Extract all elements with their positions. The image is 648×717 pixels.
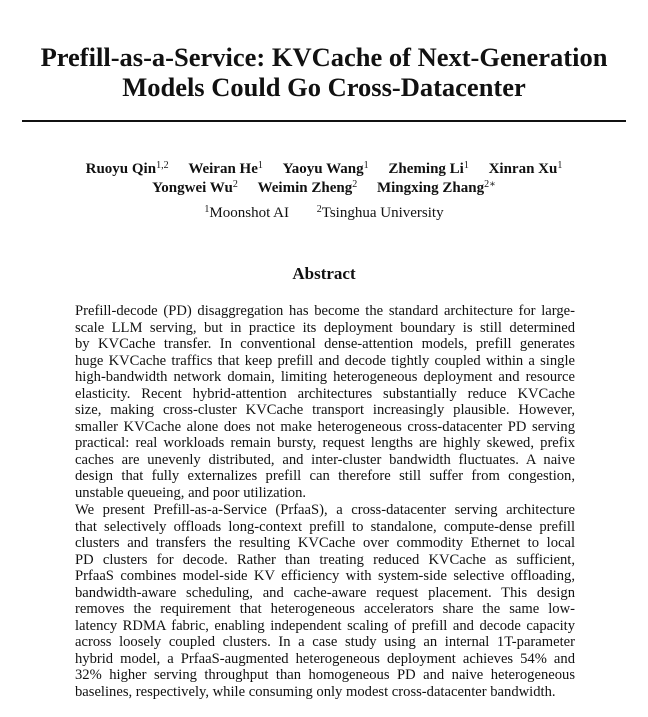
paper-title: Prefill-as-a-Service: KVCache of Next-Ge…: [0, 42, 648, 102]
text-line: removes the requirement that heterogeneo…: [75, 601, 575, 617]
text-line: Prefill-decode (PD) disaggregation has b…: [75, 303, 575, 319]
text-line: 32% higher serving throughput than homog…: [75, 667, 575, 683]
author: Yaoyu Wang1: [282, 160, 369, 178]
text-line: bandwidth-aware scheduling, and cache-aw…: [75, 584, 575, 601]
text-line: huge KVCache traffics that keep prefill …: [75, 352, 575, 369]
author: Zheming Li1: [388, 160, 469, 178]
text-line: PD clusters for decode. Rather than trea…: [75, 551, 575, 568]
title-line-1: Prefill-as-a-Service: KVCache of Next-Ge…: [40, 42, 608, 72]
abstract-heading: Abstract: [292, 264, 356, 283]
text-line: clusters and transfers the resulting KVC…: [75, 535, 575, 551]
author: Xinran Xu1: [488, 160, 563, 178]
text-line: high-bandwidth network domain, limiting …: [75, 369, 575, 385]
affiliation: 1Moonshot AI: [204, 204, 289, 222]
text-line: unstable queueing, and poor utilization.: [75, 484, 307, 501]
affiliation: 2Tsinghua University: [316, 204, 444, 222]
text-line: that selectively offloads long-context p…: [75, 518, 575, 535]
text-line: size, making cross-cluster KVCache trans…: [75, 402, 575, 418]
author: Weiran He1: [188, 160, 263, 178]
text-line: across loosely coupled clusters. In a ca…: [75, 634, 575, 650]
text-line: baselines, respectively, while consuming…: [75, 683, 556, 700]
text-line: caches are unevenly distributed, and int…: [75, 451, 575, 468]
text-line: We present Prefill-as-a-Service (PrfaaS)…: [75, 502, 575, 518]
author: Yongwei Wu2: [152, 179, 238, 197]
abstract-paragraph-1: Prefill-decode (PD) disaggregation has b…: [75, 303, 575, 501]
author-row-2: Yongwei Wu2 Weimin Zheng2 Mingxing Zhang…: [0, 179, 648, 198]
text-line: smaller KVCache alone does not make hete…: [75, 418, 575, 435]
text-line: design that fully externalizes prefill c…: [75, 468, 575, 484]
abstract-paragraph-2: We present Prefill-as-a-Service (PrfaaS)…: [75, 502, 575, 700]
text-line: scale LLM serving, but in practice its d…: [75, 319, 575, 336]
text-line: latency RDMA fabric, enabling independen…: [75, 617, 575, 634]
title-line-2: Models Could Go Cross-Datacenter: [122, 72, 526, 102]
text-line: PrfaaS combines model-side KV efficiency…: [75, 568, 575, 584]
author-list: Ruoyu Qin1,2 Weiran He1 Yaoyu Wang1 Zhem…: [0, 160, 648, 198]
text-line: hybrid model, a PrfaaS-augmented heterog…: [75, 650, 575, 667]
author-row-1: Ruoyu Qin1,2 Weiran He1 Yaoyu Wang1 Zhem…: [0, 160, 648, 179]
author: Ruoyu Qin1,2: [85, 160, 169, 178]
author: Weimin Zheng2: [257, 179, 358, 197]
author: Mingxing Zhang2∗: [376, 179, 496, 197]
title-rule: [22, 120, 626, 122]
text-line: by KVCache transfer. In conventional den…: [75, 336, 575, 352]
text-line: elasticity. Recent hybrid-attention arch…: [75, 385, 575, 402]
affiliations: 1Moonshot AI 2Tsinghua University: [0, 205, 648, 222]
text-line: practical: real workloads remain bursty,…: [75, 435, 575, 451]
